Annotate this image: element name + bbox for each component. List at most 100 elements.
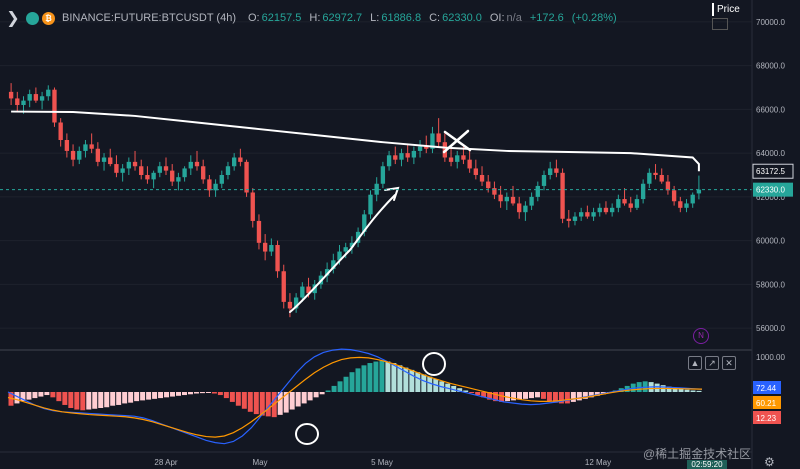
candle-body xyxy=(461,155,466,160)
candle-body xyxy=(139,166,144,175)
candle-body xyxy=(486,181,491,189)
candle-body xyxy=(572,216,578,221)
histogram-bar xyxy=(80,392,86,411)
candle-body xyxy=(640,183,646,200)
candle-body xyxy=(89,144,94,149)
symbol-label[interactable]: BINANCE:FUTURE:BTCUSDT (4h) xyxy=(62,12,236,24)
indicator-value-label: 60.21 xyxy=(756,399,777,408)
arrows-icon[interactable]: ▲ xyxy=(688,356,702,370)
candle-body xyxy=(535,185,540,197)
close-label: C: xyxy=(429,12,441,24)
candle-body xyxy=(21,100,26,105)
histogram-bar xyxy=(403,367,409,392)
histogram-bar xyxy=(14,392,20,404)
histogram-bar xyxy=(469,392,475,393)
histogram-bar xyxy=(421,374,427,392)
histogram-bar xyxy=(517,392,523,400)
low-value: 61886.8 xyxy=(381,12,422,24)
histogram-bar xyxy=(487,392,493,400)
gear-icon[interactable]: ⚙ xyxy=(764,455,775,469)
candle-body xyxy=(671,190,677,202)
macd-histogram xyxy=(8,360,702,418)
candle-body xyxy=(213,183,218,191)
close-value: 62330.0 xyxy=(442,12,482,24)
candle-body xyxy=(554,168,559,173)
price-tick-label: 60000.0 xyxy=(756,237,785,246)
price-tick-label: 66000.0 xyxy=(756,105,785,114)
candle-body xyxy=(653,172,658,175)
countdown-badge: 02:59:20 xyxy=(687,460,727,469)
candle-body xyxy=(417,146,423,151)
price-tick-label: 70000.0 xyxy=(756,18,785,27)
candle-body xyxy=(219,175,224,184)
maximize-icon[interactable]: ↗ xyxy=(705,356,719,370)
indicator-value-tag xyxy=(753,411,781,424)
price-axis-title[interactable]: Price xyxy=(712,3,752,16)
time-tick-label: May xyxy=(252,458,267,467)
oi-value: n/a xyxy=(506,12,522,24)
candle-body xyxy=(448,157,454,162)
candle-body xyxy=(455,155,460,162)
histogram-bar xyxy=(499,392,505,402)
histogram-bar xyxy=(38,392,44,397)
histogram-bar xyxy=(26,392,32,400)
histogram-bar xyxy=(481,392,487,398)
histogram-bar xyxy=(457,388,463,392)
candle-body xyxy=(46,89,51,97)
time-tick-label: 12 May xyxy=(585,458,611,467)
ma-price-tag xyxy=(752,163,794,179)
chevron-right-icon[interactable]: ❯ xyxy=(6,10,20,27)
high-label: H: xyxy=(309,12,321,24)
candle-body xyxy=(523,205,528,213)
price-axis-toggle[interactable] xyxy=(712,18,728,30)
news-badge[interactable]: N xyxy=(693,328,709,344)
candle-body xyxy=(95,148,101,162)
chart-header: ❯ ₿ BINANCE:FUTURE:BTCUSDT (4h) O: 62157… xyxy=(0,0,712,36)
candle-body xyxy=(678,201,683,208)
price-tick-label: 62000.0 xyxy=(756,193,785,202)
histogram-bar xyxy=(44,392,50,396)
histogram-bar xyxy=(32,392,38,399)
histogram-bar xyxy=(140,392,146,401)
candle-body xyxy=(83,144,88,151)
candle-body xyxy=(684,203,689,208)
histogram-bar xyxy=(570,392,576,402)
close-icon[interactable]: ✕ xyxy=(722,356,736,370)
histogram-bar xyxy=(92,392,98,409)
candle-body xyxy=(52,89,57,123)
histogram-bar xyxy=(283,392,289,413)
histogram-bar xyxy=(367,363,373,392)
histogram-bar xyxy=(205,392,211,393)
chart-grid xyxy=(0,21,752,329)
histogram-bar xyxy=(361,365,367,392)
candle-body xyxy=(27,94,32,101)
histogram-bar xyxy=(684,389,690,392)
candle-body xyxy=(324,269,330,276)
histogram-bar xyxy=(176,392,181,396)
histogram-bar xyxy=(116,392,122,405)
indicator-value-tag xyxy=(753,396,781,409)
candle-body xyxy=(411,150,417,158)
histogram-bar xyxy=(50,392,56,398)
candle-body xyxy=(374,183,379,195)
candle-body xyxy=(436,133,441,143)
candle-body xyxy=(293,297,299,309)
candle-body xyxy=(560,172,565,219)
candle-body xyxy=(609,207,615,213)
time-axis: 28 Apr May 5 May 12 May xyxy=(0,451,752,467)
cross-mark xyxy=(442,129,472,154)
candle-body xyxy=(262,242,268,252)
candle-body xyxy=(579,212,584,217)
histogram-bar xyxy=(546,392,552,402)
price-tick-label: 68000.0 xyxy=(756,62,785,71)
histogram-bar xyxy=(534,392,540,398)
indicator-value-label: 12.23 xyxy=(756,414,777,423)
candle-body xyxy=(331,260,336,270)
histogram-bar xyxy=(409,369,415,392)
candle-body xyxy=(70,150,76,160)
candle-body xyxy=(665,181,671,191)
histogram-bar xyxy=(164,392,170,398)
histogram-bar xyxy=(666,386,672,392)
histogram-bar xyxy=(678,388,684,392)
